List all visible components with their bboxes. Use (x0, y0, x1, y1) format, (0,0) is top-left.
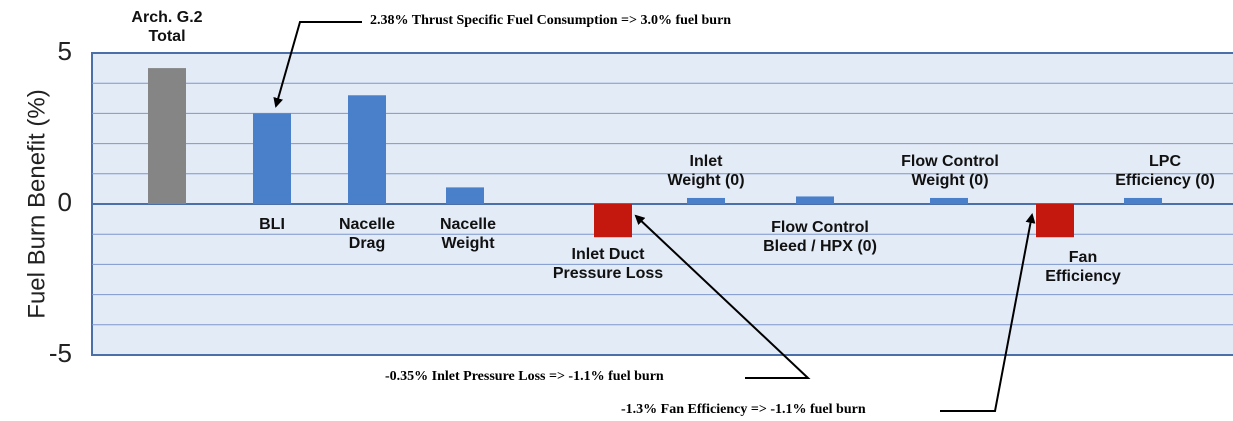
y-axis-label: Fuel Burn Benefit (%) (23, 89, 50, 318)
annotation: -0.35% Inlet Pressure Loss => -1.1% fuel… (385, 369, 664, 384)
category-label: LPC Efficiency (0) (1115, 153, 1215, 189)
y-tick-label: 5 (58, 36, 72, 66)
bar (1036, 204, 1074, 238)
annotation: 2.38% Thrust Specific Fuel Consumption =… (370, 13, 732, 28)
bar (148, 68, 186, 204)
arrow (634, 214, 811, 379)
category-label: Inlet Duct Pressure Loss (552, 246, 664, 282)
bar (930, 197, 968, 204)
bar (594, 204, 632, 238)
arrow (273, 21, 362, 108)
category-label: BLI (259, 216, 285, 233)
arrows (273, 21, 1036, 412)
annotation: -1.3% Fan Efficiency => -1.1% fuel burn (621, 402, 866, 417)
category-label: Fan Efficiency (1045, 249, 1121, 285)
category-label: Arch. G.2 Total (131, 9, 203, 45)
category-label: Nacelle Drag (338, 216, 396, 252)
category-label: Flow Control Bleed / HPX (0) (763, 219, 877, 255)
category-label: Inlet Weight (0) (667, 153, 745, 189)
y-tick-label: 0 (58, 187, 72, 217)
y-tick-label: -5 (49, 338, 72, 368)
category-label: Flow Control Weight (0) (901, 153, 999, 189)
bar (687, 197, 725, 204)
bar (348, 95, 386, 204)
category-label: Nacelle Weight (439, 216, 497, 252)
bar (796, 196, 834, 204)
bar (253, 113, 291, 204)
bar (1124, 197, 1162, 204)
arrow (940, 213, 1036, 412)
bar (446, 187, 484, 204)
